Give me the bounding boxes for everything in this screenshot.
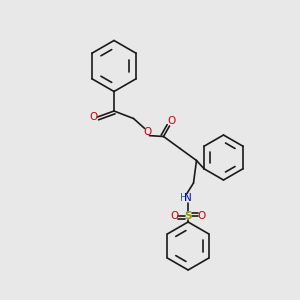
Text: O: O [170, 211, 179, 221]
Text: N: N [184, 193, 192, 203]
Text: O: O [143, 127, 151, 137]
Text: O: O [167, 116, 175, 127]
Text: S: S [184, 211, 192, 221]
Text: O: O [90, 112, 98, 122]
Text: O: O [197, 211, 206, 221]
Text: H: H [180, 193, 187, 203]
